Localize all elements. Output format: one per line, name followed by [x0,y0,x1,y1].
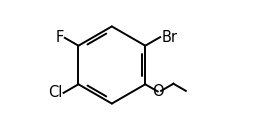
Text: F: F [55,30,64,45]
Text: Cl: Cl [48,85,62,100]
Text: Br: Br [161,30,177,45]
Text: O: O [152,84,164,99]
